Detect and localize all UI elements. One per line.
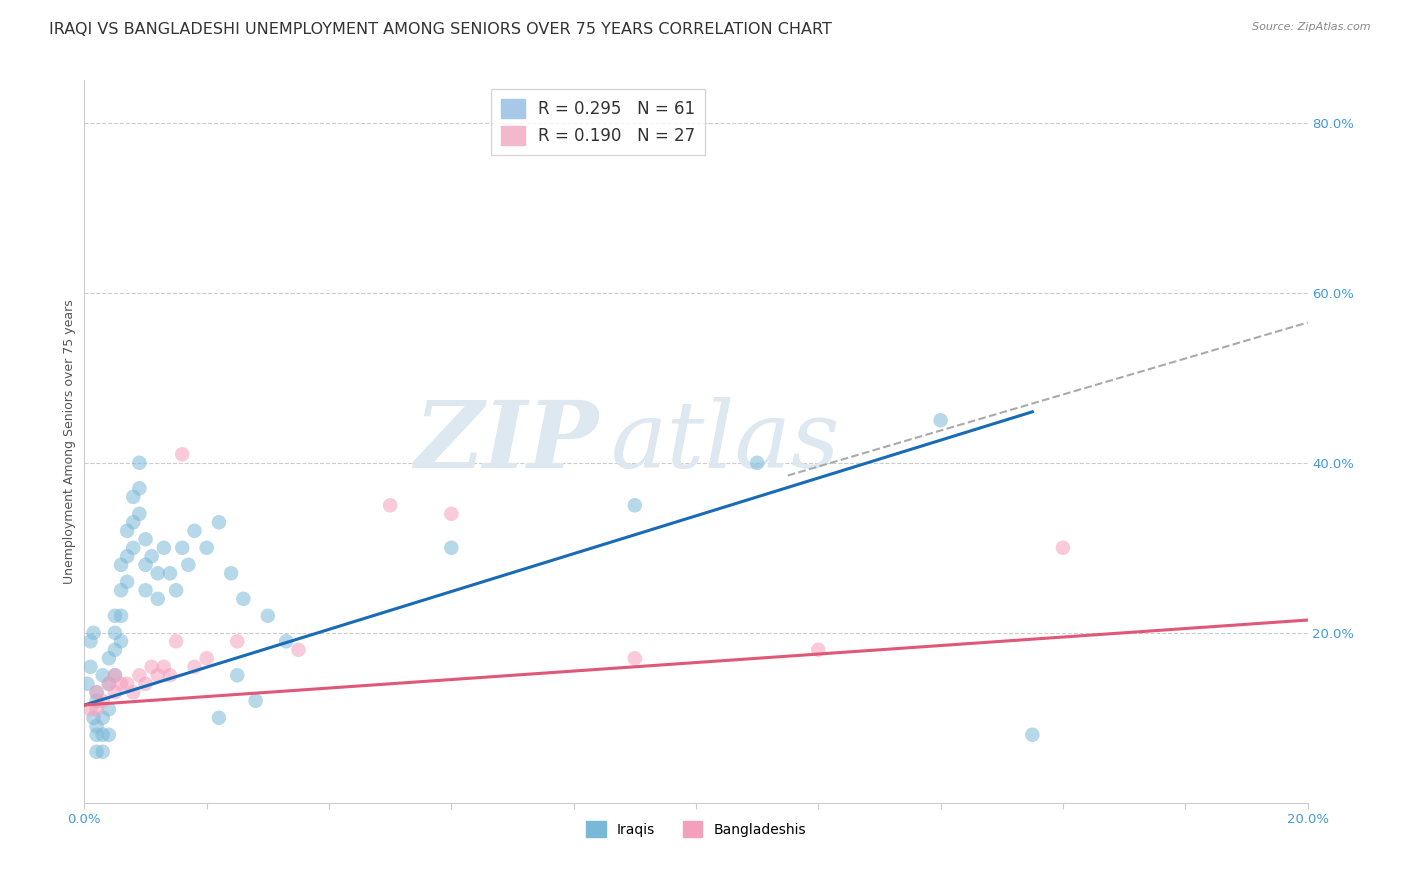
Point bbox=[115, 677, 138, 691]
Point bbox=[76, 677, 98, 691]
Point bbox=[79, 660, 101, 674]
Point bbox=[122, 541, 145, 555]
Point bbox=[83, 711, 105, 725]
Point bbox=[115, 524, 138, 538]
Point bbox=[91, 694, 114, 708]
Point bbox=[115, 574, 138, 589]
Point bbox=[86, 719, 108, 733]
Point bbox=[86, 745, 108, 759]
Point bbox=[146, 591, 169, 606]
Point bbox=[172, 447, 194, 461]
Point bbox=[115, 549, 138, 564]
Point bbox=[91, 728, 114, 742]
Point bbox=[86, 702, 108, 716]
Point bbox=[380, 498, 402, 512]
Point bbox=[232, 591, 254, 606]
Point bbox=[97, 651, 120, 665]
Text: IRAQI VS BANGLADESHI UNEMPLOYMENT AMONG SENIORS OVER 75 YEARS CORRELATION CHART: IRAQI VS BANGLADESHI UNEMPLOYMENT AMONG … bbox=[49, 22, 832, 37]
Point bbox=[440, 507, 463, 521]
Point bbox=[128, 456, 150, 470]
Text: Source: ZipAtlas.com: Source: ZipAtlas.com bbox=[1253, 22, 1371, 32]
Point bbox=[110, 608, 132, 623]
Point bbox=[97, 728, 120, 742]
Point bbox=[245, 694, 267, 708]
Point bbox=[177, 558, 200, 572]
Point bbox=[91, 711, 114, 725]
Point bbox=[141, 660, 163, 674]
Point bbox=[128, 507, 150, 521]
Point bbox=[128, 668, 150, 682]
Point bbox=[91, 745, 114, 759]
Point bbox=[104, 668, 127, 682]
Point bbox=[83, 625, 105, 640]
Point bbox=[110, 677, 132, 691]
Text: atlas: atlas bbox=[610, 397, 839, 486]
Point bbox=[91, 668, 114, 682]
Point bbox=[79, 634, 101, 648]
Point bbox=[257, 608, 280, 623]
Point bbox=[104, 668, 127, 682]
Point bbox=[219, 566, 242, 581]
Point bbox=[159, 668, 181, 682]
Point bbox=[110, 634, 132, 648]
Point bbox=[183, 524, 205, 538]
Point bbox=[135, 558, 157, 572]
Point bbox=[104, 685, 127, 699]
Point bbox=[807, 642, 830, 657]
Point bbox=[1021, 728, 1043, 742]
Point bbox=[208, 711, 231, 725]
Point bbox=[86, 685, 108, 699]
Point bbox=[624, 651, 647, 665]
Point bbox=[183, 660, 205, 674]
Point bbox=[128, 481, 150, 495]
Point bbox=[122, 490, 145, 504]
Point bbox=[172, 541, 194, 555]
Point bbox=[208, 516, 231, 530]
Point bbox=[104, 642, 127, 657]
Point bbox=[440, 541, 463, 555]
Point bbox=[135, 583, 157, 598]
Point bbox=[86, 728, 108, 742]
Point bbox=[97, 677, 120, 691]
Text: ZIP: ZIP bbox=[413, 397, 598, 486]
Point bbox=[146, 668, 169, 682]
Point bbox=[97, 677, 120, 691]
Point bbox=[86, 694, 108, 708]
Legend: Iraqis, Bangladeshis: Iraqis, Bangladeshis bbox=[581, 815, 811, 843]
Point bbox=[747, 456, 769, 470]
Point bbox=[624, 498, 647, 512]
Point bbox=[276, 634, 298, 648]
Point bbox=[86, 685, 108, 699]
Point bbox=[165, 634, 187, 648]
Point bbox=[122, 516, 145, 530]
Point bbox=[226, 634, 249, 648]
Point bbox=[195, 651, 218, 665]
Point bbox=[226, 668, 249, 682]
Point bbox=[141, 549, 163, 564]
Y-axis label: Unemployment Among Seniors over 75 years: Unemployment Among Seniors over 75 years bbox=[63, 299, 76, 584]
Point bbox=[79, 702, 101, 716]
Point bbox=[165, 583, 187, 598]
Point bbox=[110, 583, 132, 598]
Point bbox=[104, 608, 127, 623]
Point bbox=[110, 558, 132, 572]
Point bbox=[97, 702, 120, 716]
Point bbox=[153, 541, 176, 555]
Point bbox=[195, 541, 218, 555]
Point bbox=[1052, 541, 1074, 555]
Point bbox=[287, 642, 309, 657]
Point bbox=[104, 625, 127, 640]
Point bbox=[153, 660, 176, 674]
Point bbox=[135, 533, 157, 547]
Point bbox=[135, 677, 157, 691]
Point bbox=[159, 566, 181, 581]
Point bbox=[122, 685, 145, 699]
Point bbox=[929, 413, 952, 427]
Point bbox=[146, 566, 169, 581]
